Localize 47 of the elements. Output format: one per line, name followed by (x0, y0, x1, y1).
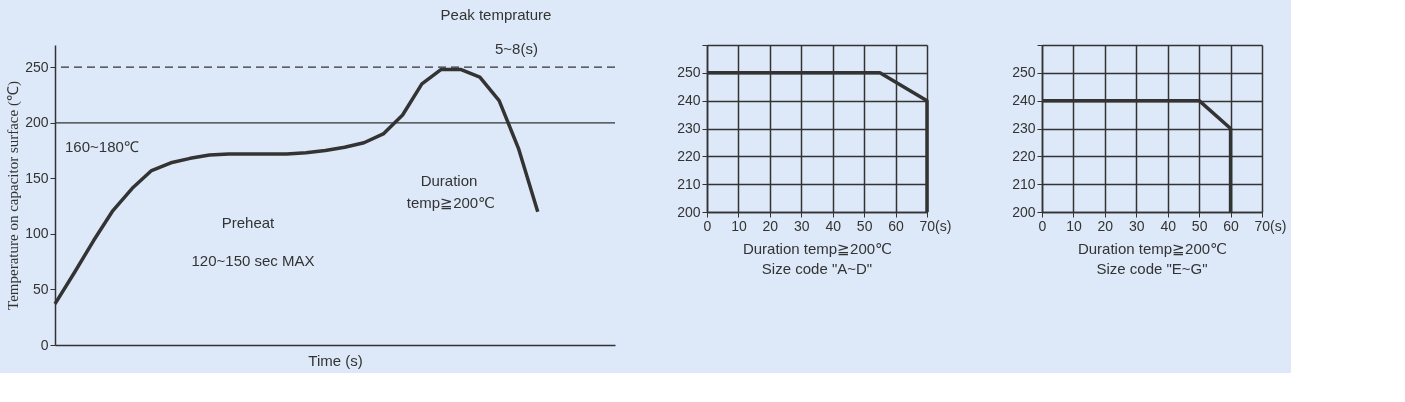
x-tick-label: 30 (1129, 217, 1145, 234)
y-tick-label: 50 (32, 280, 49, 297)
x-tick-label: 70(s) (1254, 217, 1287, 234)
y-tick-label: 200 (1012, 203, 1036, 220)
y-tick-label: 250 (677, 64, 701, 81)
x-tick-label: 40 (825, 217, 842, 234)
x-tick-label: 0 (1038, 217, 1047, 234)
x-tick-label: 20 (762, 217, 779, 234)
annotation: Preheat (221, 214, 276, 231)
x-tick-label: 10 (731, 217, 747, 234)
annotation: 120~150 sec MAX (191, 252, 315, 269)
y-tick-label: 210 (1012, 175, 1036, 192)
y-tick-label: 240 (1012, 92, 1036, 109)
text: Peak temprature (440, 6, 552, 23)
x-tick-label: 60 (888, 217, 905, 234)
x-tick-label: 50 (856, 217, 873, 234)
annotation: 160~180℃ (65, 138, 139, 155)
text: Size code "A~D" (761, 260, 873, 277)
y-tick-label: 200 (25, 114, 49, 131)
y-tick-label: 200 (677, 203, 701, 220)
annotation: temp≧200℃ (406, 194, 496, 211)
x-tick-label: 0 (703, 217, 712, 234)
x-axis-title: Duration temp≧200℃ (1077, 239, 1228, 257)
y-tick-label: 230 (677, 120, 701, 136)
y-axis-title: Temperature on capacitor surface (℃) (5, 81, 23, 310)
text: Size code "E~G" (1096, 260, 1208, 277)
x-tick-label: 30 (794, 217, 810, 234)
y-tick-label: 250 (25, 58, 49, 75)
y-tick-label: 0 (40, 336, 49, 353)
y-tick-label: 210 (677, 175, 701, 192)
x-axis-title: Duration temp≧200℃ (742, 239, 893, 257)
x-tick-label: 50 (1191, 217, 1208, 234)
y-tick-label: 100 (25, 225, 49, 242)
y-tick-label: 230 (1012, 120, 1036, 136)
x-tick-label: 70(s) (919, 217, 952, 234)
annotation: 5~8(s) (495, 40, 538, 57)
y-tick-label: 220 (1012, 147, 1036, 164)
x-tick-label: 60 (1223, 217, 1240, 234)
x-axis-title: Time (s) (308, 351, 363, 369)
y-tick-label: 220 (677, 147, 701, 164)
y-tick-label: 250 (1012, 64, 1036, 81)
annotation: Duration (420, 172, 478, 189)
y-tick-label: 240 (677, 92, 701, 109)
x-tick-label: 20 (1097, 217, 1114, 234)
y-tick-label: 150 (25, 169, 49, 186)
x-tick-label: 10 (1066, 217, 1082, 234)
x-tick-label: 40 (1160, 217, 1177, 234)
